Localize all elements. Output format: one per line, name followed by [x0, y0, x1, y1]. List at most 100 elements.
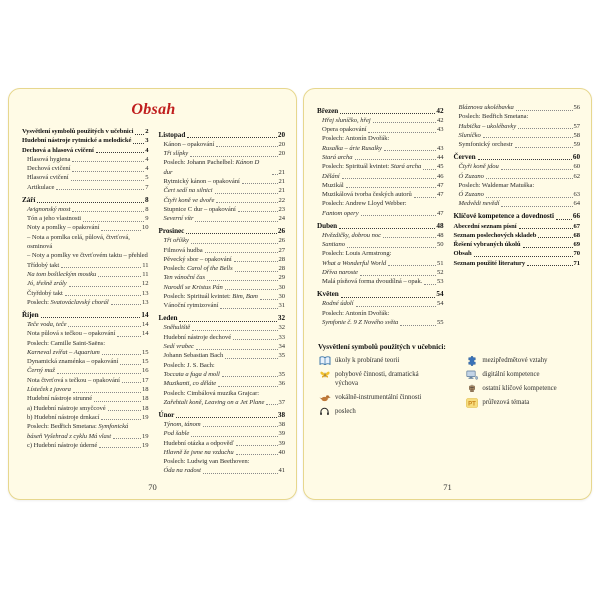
toc-entry: Medvědi nevědí 64: [454, 199, 581, 208]
toc-entry: Dechová cvičení 4: [22, 164, 149, 173]
symbol-legend: Vysvětlení symbolů použitých v učebnici:…: [317, 342, 580, 421]
toc-entry: Dříva naroste 52: [317, 268, 444, 277]
entry-label: Sedí vrabec: [163, 343, 194, 351]
dot-leader: [221, 376, 278, 378]
dot-leader: [340, 113, 436, 114]
dot-leader: [340, 296, 436, 298]
legend-columns: úkoly k probírané teorii pohybové činnost…: [318, 356, 580, 421]
dot-leader: [101, 419, 141, 421]
toc-entry: Noty a pomlky – opakování 10: [22, 223, 149, 232]
book-icon: [318, 356, 331, 366]
entry-page-ref: 23: [278, 205, 286, 213]
dot-leader: [518, 228, 573, 230]
entry-page-ref: 39: [278, 439, 286, 447]
toc-entry: Santiano 50: [317, 240, 444, 249]
dot-leader: [61, 267, 142, 269]
headphones-icon: [318, 407, 331, 416]
entry-label: Čtyřdobý takt: [27, 289, 63, 297]
entry-page-ref: 64: [573, 200, 581, 208]
legend-label: digitální kompetence: [482, 371, 540, 379]
toc-entry: Třídobý takt 11: [22, 261, 149, 270]
dot-leader: [382, 237, 436, 239]
toc-entry: Poslech: Antonín Dvořák:: [317, 134, 444, 143]
page-title: Obsah: [131, 101, 176, 118]
computer-icon: [465, 370, 478, 381]
dot-leader: [500, 168, 573, 170]
dot-leader: [259, 298, 278, 300]
entry-page-ref: 8: [144, 195, 149, 204]
dot-leader: [347, 246, 436, 248]
toc-entry: – Noty a pomlky ve čtvrťovém taktu – pře…: [22, 251, 149, 260]
toc-section-heading: Duben 48: [317, 222, 444, 231]
entry-page-ref: 54: [436, 290, 444, 299]
toc-entry: Sluníčko 58: [454, 131, 581, 140]
entry-label: – Nota a pomlka celá, půlová, čtvrťová, …: [27, 233, 130, 251]
entry-label: Muzikál: [322, 181, 344, 189]
entry-page-ref: 68: [573, 231, 581, 239]
dot-leader: [190, 155, 278, 157]
entry-label: Březen: [317, 106, 339, 115]
dot-leader: [107, 410, 141, 412]
toc-entry: Poslech: Ludwig van Beethoven:: [159, 457, 286, 466]
entry-page-ref: 70: [573, 250, 581, 258]
entry-page-ref: 20: [277, 130, 285, 139]
entry-label: Nota čtvrťová s tečkou – opakování: [27, 376, 120, 384]
toc-entry: Poslech: Spirituál kvintet: Stará archa 4…: [317, 162, 444, 171]
entry-label: Poslech: Spirituál kvintet: Bim, Bam: [163, 293, 258, 301]
entry-page-ref: 43: [437, 144, 444, 152]
entry-page-ref: 57: [573, 122, 581, 130]
entry-page-ref: 48: [436, 221, 444, 230]
entry-page-ref: 20: [278, 140, 286, 148]
dot-leader: [37, 202, 144, 204]
toc-entry: Óda na radost 41: [159, 466, 286, 475]
entry-label: Poslech: Johann Pachelbel: Kánon D dur: [163, 159, 260, 176]
entry-page-ref: 17: [142, 376, 149, 384]
toc-entry: Čtyři koně ve dvoře 22: [159, 196, 286, 205]
entry-label: Dechová cvičení: [27, 165, 71, 173]
entry-label: Narodil se Kristus Pán: [163, 283, 223, 291]
entry-page-ref: 38: [277, 410, 285, 419]
dot-leader: [40, 317, 141, 319]
legend-item: vokálně-instrumentální činnosti: [318, 394, 461, 403]
entry-label: Avignonský most: [27, 205, 71, 213]
entry-label: Teče voda, teče: [27, 320, 67, 328]
legend-item: mezipředmětové vztahy: [465, 356, 580, 367]
legend-label: úkoly k probírané teorii: [335, 357, 400, 365]
toc-entry: Dynamická znaménka – opakování 15: [22, 357, 149, 366]
entry-label: Hvězdičky, dobrou noc: [322, 231, 381, 239]
entry-page-ref: 21: [278, 187, 286, 195]
entry-label: Řešení vybraných úkolů: [453, 241, 521, 249]
entry-page-ref: 11: [142, 261, 149, 269]
dot-leader: [368, 131, 436, 133]
toc-entry: Hřej sluníčko, hřej 42: [317, 116, 444, 125]
entry-page-ref: 14: [142, 320, 149, 328]
toc-entry: Poslech: Waldemar Matuška:: [454, 181, 581, 190]
entry-page-ref: 28: [278, 265, 286, 273]
dot-leader: [68, 285, 141, 287]
dot-leader: [233, 339, 278, 341]
entry-label: Seznam použité literatury: [453, 259, 526, 267]
legend-item: ostatní klíčové kompetence: [465, 384, 580, 394]
dot-leader: [341, 178, 436, 180]
toc-entry: Hlasová hygiena 4: [22, 155, 149, 164]
entry-page-ref: 43: [437, 126, 444, 134]
entry-page-ref: 44: [437, 153, 444, 161]
dot-leader: [120, 363, 141, 365]
entry-label: Toccata a fuga d moll: [163, 370, 220, 378]
toc-entry: Dělání 46: [317, 172, 444, 181]
entry-label: Dynamická znaménka – opakování: [27, 358, 119, 366]
entry-label: Filmová hudba: [163, 246, 203, 254]
dot-leader: [271, 174, 278, 176]
entry-label: Stará archa: [322, 153, 353, 161]
dot-leader: [95, 152, 145, 154]
dot-leader: [214, 192, 278, 194]
dot-leader: [220, 307, 278, 309]
dot-leader: [355, 305, 436, 307]
entry-label: Opera opakování: [322, 126, 367, 134]
entry-label: Černý muž: [27, 367, 55, 375]
entry-label: Hudební otázka a odpověď: [163, 439, 234, 447]
entry-label: Seznam poslechových skladeb: [453, 231, 537, 239]
entry-label: Kánon – opakování: [163, 140, 215, 148]
dot-leader: [190, 242, 278, 244]
entry-label: Karneval zvířat – Aquarium: [27, 348, 100, 356]
